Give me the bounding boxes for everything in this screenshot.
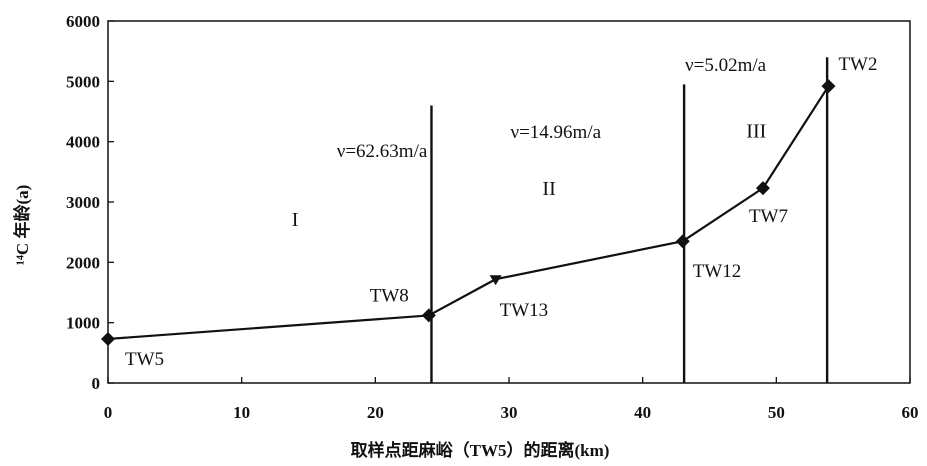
y-axis-title: ¹⁴C 年龄(a) (12, 185, 32, 266)
x-axis-title: 取样点距麻峪（TW5）的距离(km) (351, 440, 610, 460)
point-label-tw5: TW5 (125, 349, 164, 370)
x-tick-label-50: 50 (768, 403, 785, 422)
x-tick-label-60: 60 (902, 403, 919, 422)
marker-tw12 (675, 234, 690, 249)
x-tick-label-0: 0 (104, 403, 113, 422)
marker-group (101, 79, 836, 346)
zone-velocity-1: ν=62.63m/a (337, 141, 428, 162)
marker-tw5 (101, 331, 115, 346)
point-label-tw13: TW13 (500, 300, 549, 321)
zone-boundaries (430, 57, 829, 383)
x-tick-label-20: 20 (367, 403, 384, 422)
y-tick-label-0: 0 (92, 374, 101, 393)
marker-tw7 (755, 181, 770, 196)
zone-label-2: II (542, 178, 555, 200)
point-label-tw12: TW12 (693, 261, 742, 282)
y-axis: 0 1000 2000 3000 4000 5000 6000 (66, 12, 114, 393)
point-label-tw8: TW8 (370, 285, 409, 306)
series-line-group (107, 85, 830, 341)
point-label-group: TW5 TW8 TW13 TW12 TW7 TW2 (125, 54, 878, 370)
marker-tw13 (489, 275, 502, 286)
series-line (107, 85, 830, 341)
y-tick-label-6000: 6000 (66, 12, 100, 31)
x-tick-label-40: 40 (634, 403, 651, 422)
y-tick-label-2000: 2000 (66, 253, 100, 272)
zone-label-3: III (746, 120, 766, 142)
marker-tw8 (421, 308, 436, 323)
y-tick-label-1000: 1000 (66, 314, 100, 333)
plot-area-border (107, 20, 911, 384)
y-tick-label-4000: 4000 (66, 133, 100, 152)
point-label-tw7: TW7 (749, 206, 788, 227)
marker-tw2 (821, 79, 836, 94)
zone-velocity-2: ν=14.96m/a (511, 122, 602, 143)
zone-label-group: Iν=62.63m/a II ν=14.96m/a III ν=5.02m/a (292, 55, 767, 231)
x-tick-label-10: 10 (233, 403, 250, 422)
x-tick-label-30: 30 (501, 403, 518, 422)
zone-label-1: I (292, 209, 299, 231)
x-axis: 0 10 20 30 40 50 60 (104, 377, 919, 422)
y-tick-label-5000: 5000 (66, 72, 100, 91)
point-label-tw2: TW2 (838, 54, 877, 75)
y-tick-label-3000: 3000 (66, 193, 100, 212)
plot-frame (107, 20, 911, 384)
zone-velocity-3: ν=5.02m/a (685, 55, 767, 76)
